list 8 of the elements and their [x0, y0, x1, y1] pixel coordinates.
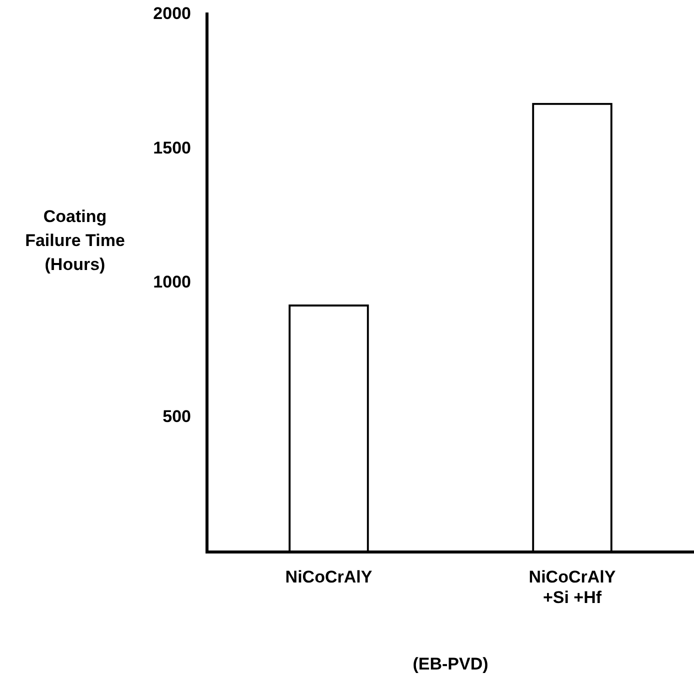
y-tick-label: 500: [162, 407, 191, 426]
x-tick-label: NiCoCrAlY +Si +Hf: [528, 568, 616, 608]
x-tick-label: NiCoCrAlY: [285, 568, 373, 587]
y-tick-label: 1500: [153, 138, 191, 158]
y-axis-title: Coating Failure Time (Hours): [24, 206, 126, 276]
y-tick-label: 2000: [153, 4, 191, 23]
x-axis-title: (EB-PVD): [412, 654, 488, 674]
y-tick-label: 1000: [153, 272, 191, 292]
